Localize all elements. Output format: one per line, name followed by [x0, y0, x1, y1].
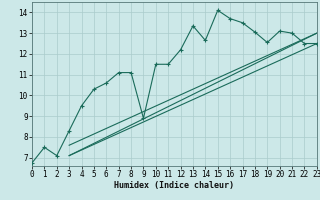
- X-axis label: Humidex (Indice chaleur): Humidex (Indice chaleur): [115, 181, 234, 190]
